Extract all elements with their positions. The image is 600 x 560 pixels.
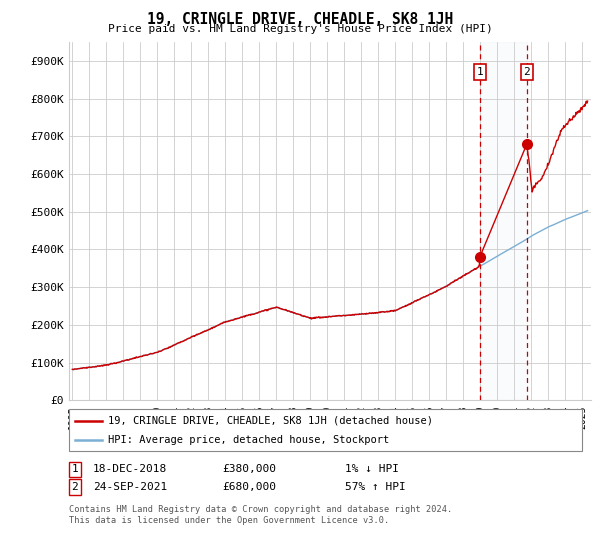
Text: 1: 1 — [476, 67, 483, 77]
Text: £680,000: £680,000 — [222, 482, 276, 492]
Text: 57% ↑ HPI: 57% ↑ HPI — [345, 482, 406, 492]
Text: 24-SEP-2021: 24-SEP-2021 — [93, 482, 167, 492]
Text: 19, CRINGLE DRIVE, CHEADLE, SK8 1JH (detached house): 19, CRINGLE DRIVE, CHEADLE, SK8 1JH (det… — [108, 416, 433, 426]
Text: 2: 2 — [71, 482, 79, 492]
Text: 19, CRINGLE DRIVE, CHEADLE, SK8 1JH: 19, CRINGLE DRIVE, CHEADLE, SK8 1JH — [147, 12, 453, 27]
Text: 1% ↓ HPI: 1% ↓ HPI — [345, 464, 399, 474]
Text: Contains HM Land Registry data © Crown copyright and database right 2024.
This d: Contains HM Land Registry data © Crown c… — [69, 505, 452, 525]
Text: HPI: Average price, detached house, Stockport: HPI: Average price, detached house, Stoc… — [108, 435, 389, 445]
Text: Price paid vs. HM Land Registry's House Price Index (HPI): Price paid vs. HM Land Registry's House … — [107, 24, 493, 34]
Text: £380,000: £380,000 — [222, 464, 276, 474]
Text: 18-DEC-2018: 18-DEC-2018 — [93, 464, 167, 474]
Text: 2: 2 — [524, 67, 530, 77]
Text: 1: 1 — [71, 464, 79, 474]
Bar — [480, 42, 527, 400]
